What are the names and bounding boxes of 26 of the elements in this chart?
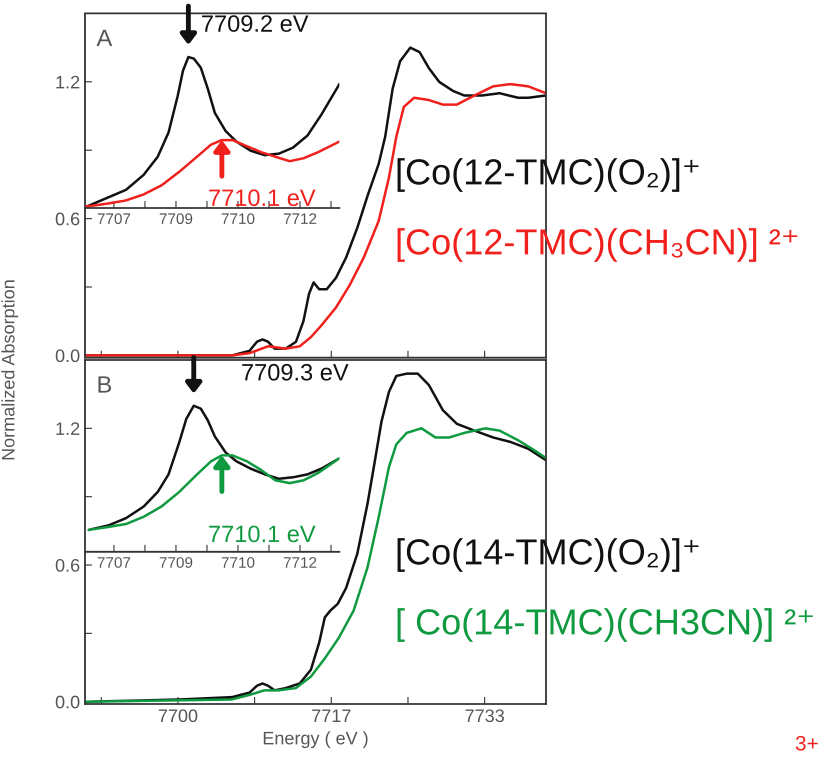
annotation: 7709.3 eV xyxy=(242,364,349,381)
annotation: 7710.1 eV xyxy=(209,526,316,542)
x-tick-label: 7717 xyxy=(312,710,350,722)
annotation: A xyxy=(96,30,112,46)
x-tick-label: 7709 xyxy=(160,557,192,568)
x-tick-label: 7710 xyxy=(222,557,254,568)
x-axis-title: Energy ( eV ) xyxy=(264,731,368,748)
y-tick-label: 1.2 xyxy=(56,76,80,88)
x-tick-label: 7733 xyxy=(466,709,504,722)
x-tick-label: 7710 xyxy=(222,213,254,224)
x-tick-label: 7700 xyxy=(158,709,198,722)
y-tick-label: 0.6 xyxy=(56,212,80,226)
x-tick-label: 7707 xyxy=(98,213,130,224)
text: 3+ xyxy=(796,736,818,751)
y-tick-label: 1.2 xyxy=(56,422,80,435)
annotation: B xyxy=(98,376,112,393)
x-tick-label: 7709 xyxy=(160,213,192,224)
x-tick-label: 7707 xyxy=(98,557,130,568)
x-tick-label: 7712 xyxy=(284,557,316,568)
y-tick-label: 0.0 xyxy=(56,696,80,708)
x-tick-label: 7712 xyxy=(284,213,316,224)
y-tick-label: 0.6 xyxy=(56,558,80,572)
annotation: 7709.2 eV xyxy=(202,15,308,32)
y-tick-label: 0.0 xyxy=(56,349,80,362)
y-axis-title: Normalized Absorption xyxy=(1,280,18,460)
annotation: 7710.1 eV xyxy=(209,189,316,206)
